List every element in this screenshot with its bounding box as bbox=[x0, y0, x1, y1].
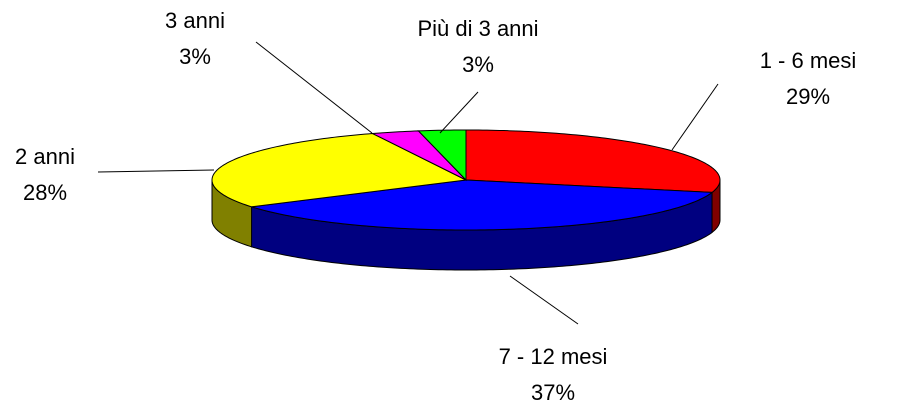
slice-label: Più di 3 anni bbox=[417, 16, 538, 41]
leader-line bbox=[439, 91, 479, 134]
slice-value-label: 3% bbox=[179, 44, 211, 69]
slice-value-label: 3% bbox=[462, 52, 494, 77]
slice-value-label: 37% bbox=[531, 380, 575, 405]
slice-label: 7 - 12 mesi bbox=[499, 344, 608, 369]
slice bbox=[465, 129, 721, 193]
slice-value-label: 28% bbox=[23, 180, 67, 205]
slice-label: 3 anni bbox=[165, 8, 225, 33]
leader-line bbox=[509, 275, 579, 325]
leader-line bbox=[97, 169, 215, 173]
leader-line bbox=[255, 41, 373, 134]
slice bbox=[211, 133, 468, 208]
slice bbox=[370, 130, 467, 181]
slice-label: 1 - 6 mesi bbox=[760, 48, 857, 73]
slice-value-label: 29% bbox=[786, 84, 830, 109]
slice-label: 2 anni bbox=[15, 144, 75, 169]
leader-line bbox=[671, 83, 719, 151]
